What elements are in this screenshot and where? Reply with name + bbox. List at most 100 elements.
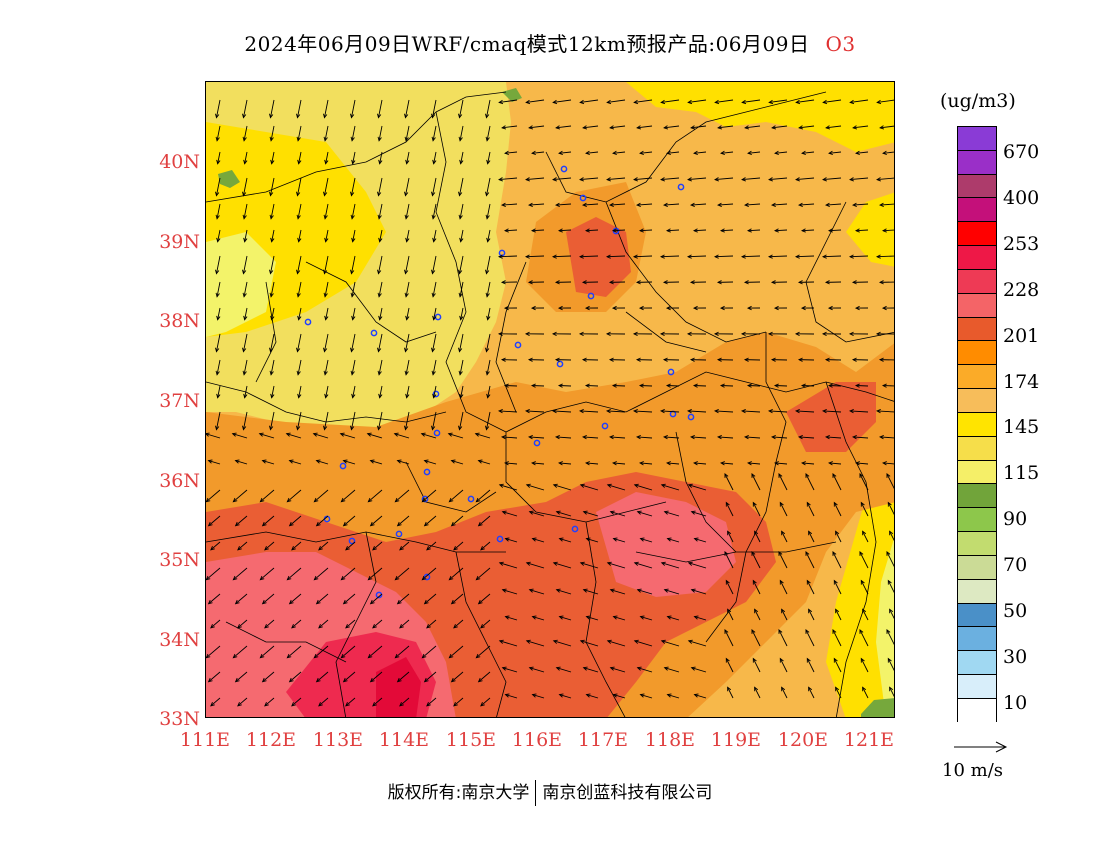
wind-vector-head [805, 472, 810, 478]
wind-vector [397, 515, 410, 527]
wind-vector-head [862, 530, 867, 536]
wind-vector-head [448, 497, 454, 503]
wind-vector-head [345, 545, 350, 551]
wind-vector [351, 281, 356, 297]
wind-vector [559, 151, 572, 154]
wind-vector [778, 551, 788, 569]
wind-vector [637, 511, 653, 517]
wind-vector [859, 629, 869, 647]
wind-vector-head [808, 530, 813, 536]
wind-vector [449, 645, 464, 659]
wind-vector [289, 593, 302, 605]
wind-vector-head [448, 653, 454, 659]
wind-vector [725, 580, 734, 595]
wind-vector-head [878, 357, 884, 362]
wind-vector [405, 281, 410, 297]
wind-vector-head [288, 599, 294, 605]
wind-vector-head [555, 202, 560, 207]
wind-vector-head [459, 237, 464, 243]
wind-vector [823, 99, 842, 103]
wind-vector-head [501, 202, 506, 207]
wind-vector-head [215, 191, 220, 197]
wind-vector [664, 436, 680, 439]
wind-vector-head [582, 125, 588, 130]
wind-vector [532, 462, 545, 465]
wind-vector [343, 460, 356, 465]
wind-vector [796, 177, 815, 181]
wind-vector [691, 203, 707, 206]
wind-vector [613, 538, 626, 543]
legend-tick-label: 174 [1003, 370, 1040, 393]
legend-tick-label: 201 [1003, 324, 1040, 347]
wind-vector [752, 580, 761, 595]
wind-vector [459, 99, 464, 118]
wind-vector-head [524, 331, 530, 337]
wind-vector-head [323, 347, 328, 353]
legend-tick-label: 253 [1003, 232, 1040, 255]
wind-vector-head [833, 579, 838, 585]
wind-vector-head [270, 315, 275, 321]
wind-vector-head [296, 113, 301, 119]
wind-vector-head [485, 269, 490, 275]
wind-vector [217, 307, 221, 320]
wind-vector-head [558, 693, 564, 698]
wind-vector-head [662, 357, 668, 362]
wind-vector [835, 687, 842, 699]
wind-vector-head [497, 409, 503, 414]
wind-vector [751, 551, 761, 569]
wind-vector-head [794, 409, 800, 414]
wind-vector [853, 436, 869, 439]
wind-vector [661, 484, 680, 491]
wind-vector [318, 697, 329, 707]
wind-vector-head [690, 202, 695, 207]
wind-vector [460, 151, 464, 164]
wind-vector [664, 589, 680, 595]
city-marker [514, 341, 522, 349]
wind-vector [478, 460, 491, 465]
wind-vector-head [781, 530, 786, 536]
wind-vector [610, 125, 626, 129]
wind-vector-head [243, 315, 248, 321]
wind-vector-head [269, 214, 274, 220]
wind-vector-head [259, 653, 265, 659]
wind-vector-head [242, 191, 247, 197]
wind-vector [243, 281, 248, 297]
wind-vector-head [876, 99, 882, 105]
wind-key-label: 10 m/s [942, 760, 1003, 781]
wind-vector [502, 589, 518, 595]
wind-vector-head [215, 292, 220, 298]
wind-vector [781, 609, 788, 621]
wind-vector [853, 125, 869, 129]
wind-vector [378, 99, 383, 118]
legend-swatch [958, 412, 996, 437]
wind-vector [260, 489, 275, 503]
wind-vector-head [747, 150, 752, 156]
wind-vector [426, 697, 437, 707]
wind-vector [372, 697, 383, 707]
title-main: 2024年06月09日WRF/cmaq模式12km预报产品:06月09日 [244, 32, 810, 56]
wind-vector-head [396, 521, 402, 527]
wind-vector [583, 667, 599, 673]
wind-vector [216, 333, 221, 352]
legend-swatch [958, 508, 996, 533]
wind-vector-head [557, 228, 563, 233]
wind-vector-head [779, 501, 784, 507]
wind-vector-head [423, 521, 429, 527]
wind-vector-head [528, 202, 533, 207]
wind-vector [880, 125, 894, 129]
wind-vector [553, 640, 572, 647]
wind-vector [859, 473, 869, 491]
wind-vector-head [369, 677, 375, 683]
city-marker [571, 525, 579, 533]
wind-vector-head [636, 588, 642, 593]
legend-tick-label: 228 [1003, 278, 1040, 301]
wind-vector-head [431, 136, 436, 142]
wind-vector-head [377, 347, 382, 353]
wind-vector [883, 151, 894, 154]
lat-label-34n: 34N [159, 629, 200, 651]
wind-vector [405, 177, 410, 196]
wind-vector [694, 616, 707, 621]
wind-vector-head [693, 537, 699, 542]
wind-vector [823, 410, 842, 413]
wind-vector [397, 593, 410, 605]
